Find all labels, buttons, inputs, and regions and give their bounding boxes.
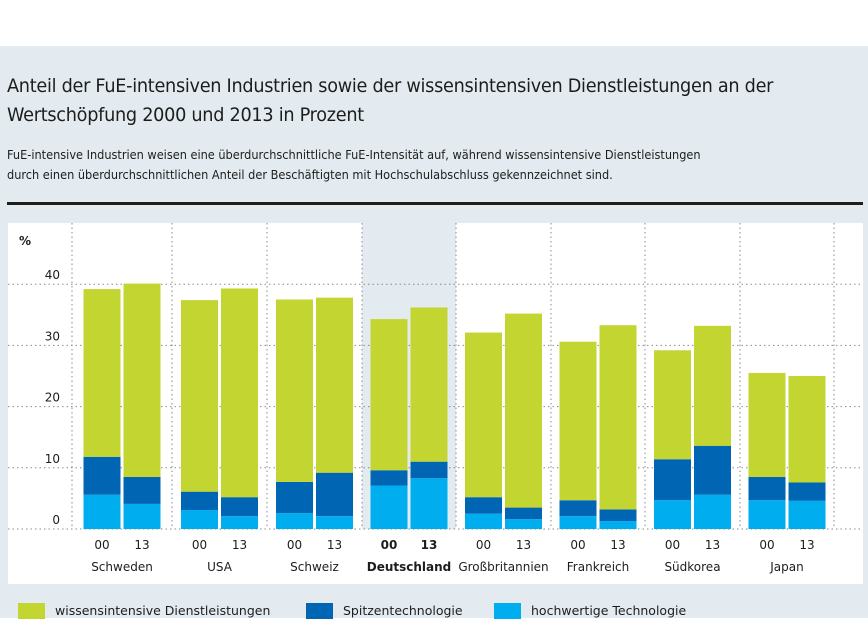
x-group-label: USA (207, 560, 233, 574)
x-year-label: 13 (705, 538, 720, 552)
bar-segment-wissensintensive (276, 299, 313, 482)
bar-segment-hochwertige (181, 510, 218, 529)
bar-segment-wissensintensive (694, 325, 731, 446)
legend-swatch-wissensintensive (18, 603, 45, 619)
x-year-label: 13 (610, 538, 625, 552)
bar-segment-spitzentechnologie (276, 481, 313, 514)
y-tick-label: 30 (45, 329, 60, 343)
bar-segment-spitzentechnologie (599, 509, 637, 522)
bar-segment-wissensintensive (123, 283, 161, 477)
legend-swatch-hochwertige (494, 603, 521, 619)
legend-item-hochwertige: hochwertige Technologie (494, 603, 686, 619)
bar-segment-spitzentechnologie (123, 476, 161, 504)
bar-segment-spitzentechnologie (181, 491, 218, 511)
bar-segment-hochwertige (465, 513, 502, 529)
bar-segment-wissensintensive (505, 313, 542, 508)
legend-label: hochwertige Technologie (531, 603, 687, 618)
bar-segment-wissensintensive (654, 350, 691, 460)
legend-label: wissensintensive Dienstleistungen (55, 603, 271, 618)
x-year-label: 00 (570, 538, 585, 552)
x-group-label: Südkorea (664, 560, 720, 574)
chart-subtitle: FuE-intensive Industrien weisen eine übe… (7, 145, 844, 185)
x-year-label: 00 (476, 538, 491, 552)
bar-segment-hochwertige (559, 516, 597, 529)
x-group-label: Großbritannien (458, 560, 548, 574)
bar-segment-hochwertige (276, 513, 313, 529)
subtitle-line-2: durch einen überdurchschnittlichen Antei… (7, 168, 613, 182)
x-year-label: 13 (799, 538, 814, 552)
subtitle-line-1: FuE-intensive Industrien weisen eine übe… (7, 148, 701, 162)
bar-segment-spitzentechnologie (748, 476, 786, 501)
x-group-label: Japan (769, 560, 803, 574)
bar-segment-hochwertige (123, 503, 161, 529)
chart-title: Anteil der FuE-intensiven Industrien sow… (7, 75, 774, 126)
bar-segment-spitzentechnologie (316, 472, 353, 517)
bar-segment-wissensintensive (788, 376, 826, 483)
bar-segment-hochwertige (694, 494, 731, 529)
bar-segment-hochwertige (788, 500, 826, 529)
y-tick-label: 40 (45, 268, 60, 282)
bar-segment-spitzentechnologie (694, 445, 731, 495)
bar-segment-hochwertige (748, 500, 786, 529)
legend-label: Spitzentechnologie (343, 603, 463, 618)
bar-segment-wissensintensive (370, 319, 408, 471)
y-tick-label: 0 (52, 513, 60, 527)
x-year-label: 13 (327, 538, 342, 552)
legend-item-wissensintensive: wissensintensive Dienstleistungen (18, 603, 270, 619)
x-group-label: Schweiz (290, 560, 339, 574)
bar-segment-spitzentechnologie (83, 456, 121, 495)
x-group-label: Deutschland (367, 560, 452, 574)
bar-segment-wissensintensive (316, 297, 353, 473)
x-year-label: 00 (759, 538, 774, 552)
x-year-label: 13 (134, 538, 149, 552)
bar-segment-spitzentechnologie (221, 497, 258, 517)
bar-segment-hochwertige (505, 519, 542, 529)
y-tick-label: 20 (45, 391, 60, 405)
bar-segment-spitzentechnologie (788, 482, 826, 501)
x-year-label: 00 (192, 538, 207, 552)
legend-swatch-spitzentechnologie (306, 603, 333, 619)
x-group-label: Frankreich (567, 560, 629, 574)
bar-segment-wissensintensive (748, 372, 786, 477)
x-year-label: 00 (94, 538, 109, 552)
bar-segment-spitzentechnologie (410, 461, 448, 479)
bar-segment-wissensintensive (410, 307, 448, 462)
bar-segment-hochwertige (370, 485, 408, 529)
x-year-label: 00 (665, 538, 680, 552)
bar-segment-hochwertige (654, 500, 691, 529)
legend-item-spitzentechnologie: Spitzentechnologie (306, 603, 463, 619)
bar-segment-wissensintensive (221, 288, 258, 498)
y-axis-unit-label: % (19, 234, 31, 248)
bar-segment-hochwertige (410, 478, 448, 529)
bar-segment-hochwertige (221, 516, 258, 529)
bar-segment-spitzentechnologie (505, 507, 542, 520)
x-year-label: 13 (516, 538, 531, 552)
x-group-label: Schweden (91, 560, 153, 574)
bar-segment-hochwertige (316, 516, 353, 529)
bar-segment-wissensintensive (181, 300, 218, 492)
x-year-label: 13 (421, 538, 438, 552)
bar-segment-wissensintensive (465, 332, 502, 498)
x-year-label: 13 (232, 538, 247, 552)
bar-segment-hochwertige (83, 494, 121, 529)
bar-segment-spitzentechnologie (559, 500, 597, 517)
bar-segment-spitzentechnologie (370, 470, 408, 486)
bar-segment-spitzentechnologie (465, 497, 502, 514)
bar-segment-wissensintensive (599, 325, 637, 510)
y-tick-label: 10 (45, 452, 60, 466)
x-year-label: 00 (287, 538, 302, 552)
x-year-label: 00 (381, 538, 398, 552)
title-divider (7, 202, 863, 205)
bar-segment-hochwertige (599, 521, 637, 529)
bar-segment-wissensintensive (83, 289, 121, 457)
bar-segment-wissensintensive (559, 341, 597, 501)
bar-segment-spitzentechnologie (654, 459, 691, 501)
